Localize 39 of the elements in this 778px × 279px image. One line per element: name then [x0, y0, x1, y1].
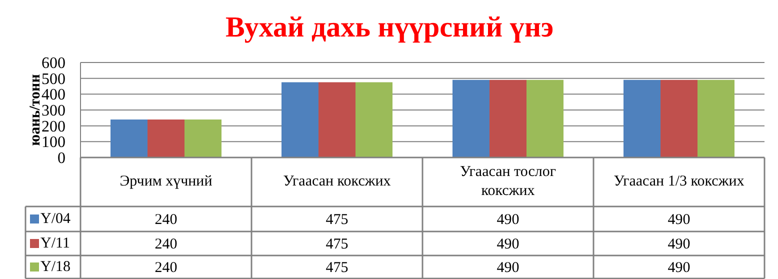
y-tick-label: 500 — [42, 70, 66, 88]
bar — [452, 80, 490, 158]
y-tick-label: 200 — [42, 118, 66, 136]
x-tick-label: Угаасан коксжих — [283, 174, 392, 190]
data-label: 490 — [496, 212, 520, 228]
data-label: 240 — [154, 212, 178, 228]
bar — [110, 120, 148, 158]
legend-label: Y/11 — [40, 236, 70, 252]
y-tick-label: 600 — [42, 55, 66, 72]
data-label: 475 — [326, 260, 348, 276]
bar — [526, 80, 564, 158]
bar — [148, 120, 184, 158]
x-tick-label: Угаасан 1/3 коксжих — [614, 174, 745, 190]
data-label: 240 — [154, 260, 178, 276]
data-label: 240 — [154, 236, 178, 252]
y-tick-label: 100 — [42, 134, 66, 152]
data-label: 490 — [668, 212, 690, 228]
data-label: 490 — [668, 236, 690, 252]
bar — [318, 82, 356, 158]
bar — [490, 80, 526, 158]
legend-label: Y/04 — [40, 211, 71, 227]
data-label: 490 — [668, 260, 690, 276]
legend-label: Y/18 — [40, 259, 70, 275]
bar — [356, 82, 392, 158]
y-tick-label: 400 — [42, 86, 66, 104]
bar — [660, 80, 698, 158]
y-tick-label: 0 — [58, 150, 66, 167]
data-label: 475 — [326, 212, 348, 228]
data-label: 475 — [326, 236, 348, 252]
x-tick-label: Эрчим хүчний — [120, 174, 212, 190]
data-label: 490 — [496, 260, 520, 276]
bar — [698, 80, 734, 158]
bar — [184, 120, 222, 158]
bar — [282, 82, 318, 158]
chart-title: Вухай дахь нүүрсний үнэ — [225, 12, 554, 44]
x-tick-label: Угаасан тослог коксжих — [460, 164, 556, 200]
y-tick-label: 300 — [42, 102, 66, 120]
bar — [624, 80, 660, 158]
data-label: 490 — [496, 236, 520, 252]
